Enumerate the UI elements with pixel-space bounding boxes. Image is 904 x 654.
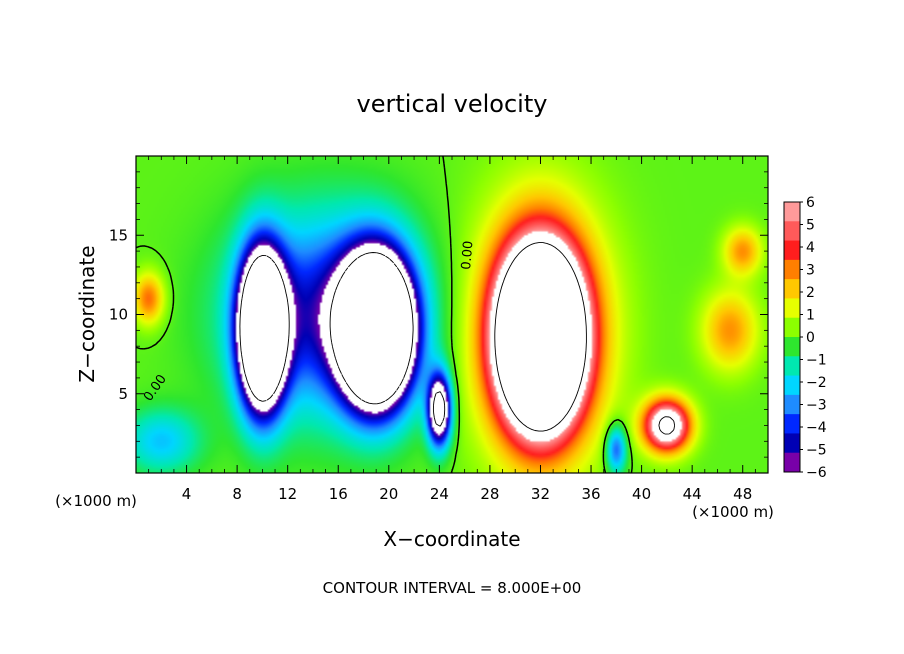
colorbar-tick-label: 4 (806, 240, 815, 256)
y-axis-label: Z−coordinate (75, 245, 99, 382)
colorbar-tick-label: −5 (806, 443, 827, 459)
colorbar-swatch (784, 279, 800, 299)
colorbar-swatch (784, 452, 800, 473)
colorbar-swatch (784, 356, 800, 377)
colorbar-swatch (784, 298, 800, 319)
x-tick-label: 40 (632, 485, 651, 503)
x-unit-right: (×1000 m) (692, 503, 774, 521)
x-tick-label: 20 (379, 485, 398, 503)
x-tick-label: 24 (430, 485, 449, 503)
contour-positive (494, 242, 676, 435)
colorbar-swatch (784, 259, 800, 280)
colorbar-tick-label: −3 (806, 398, 827, 414)
colorbar-tick-label: −4 (806, 420, 827, 436)
contour-label-center: 0.00 (459, 240, 476, 270)
y-axis-ticks: 5 10 15 (109, 171, 768, 458)
colorbar-tick-label: −1 (806, 353, 827, 369)
x-axis-label: X−coordinate (383, 527, 520, 551)
x-tick-label: 4 (182, 485, 192, 503)
colorbar-swatch (784, 221, 800, 242)
x-tick-label: 36 (581, 485, 600, 503)
contour-negative (239, 252, 446, 427)
colorbar-tick-label: 0 (806, 330, 815, 346)
colorbar-tick-label: 5 (806, 218, 815, 234)
x-tick-label: 44 (683, 485, 702, 503)
colorbar-swatch (784, 240, 800, 261)
y-tick-label: 15 (109, 226, 128, 244)
colorbar: 6 5 4 3 2 1 0 −1 −2 −3 −4 −5 −6 (783, 195, 827, 481)
x-axis-ticks: 4 8 12 16 20 24 28 32 36 40 44 48 (148, 156, 756, 503)
colorbar-tick-label: −2 (806, 375, 827, 391)
chart-title: vertical velocity (357, 90, 548, 118)
colorbar-tick-label: 3 (806, 263, 815, 279)
x-tick-label: 48 (733, 485, 752, 503)
x-tick-label: 12 (278, 485, 297, 503)
colorbar-swatch (784, 433, 800, 454)
colorbar-swatch (784, 317, 800, 338)
contour-interval-note: CONTOUR INTERVAL = 8.000E+00 (323, 579, 582, 597)
colorbar-swatch (784, 414, 800, 434)
colorbar-tick-label: −6 (806, 465, 827, 481)
x-tick-label: 8 (232, 485, 242, 503)
x-tick-label: 16 (329, 485, 348, 503)
y-tick-label: 5 (118, 385, 128, 403)
colorbar-swatch (784, 375, 800, 396)
colorbar-swatch (784, 202, 800, 222)
x-unit-left: (×1000 m) (55, 492, 137, 510)
x-tick-label: 32 (531, 485, 550, 503)
x-tick-label: 28 (480, 485, 499, 503)
colorbar-tick-label: 1 (806, 308, 815, 324)
colorbar-swatch (784, 337, 800, 357)
colorbar-tick-label: 2 (806, 285, 815, 301)
y-tick-label: 10 (109, 306, 128, 324)
colorbar-swatch (784, 394, 800, 415)
colorbar-tick-label: 6 (806, 195, 815, 211)
